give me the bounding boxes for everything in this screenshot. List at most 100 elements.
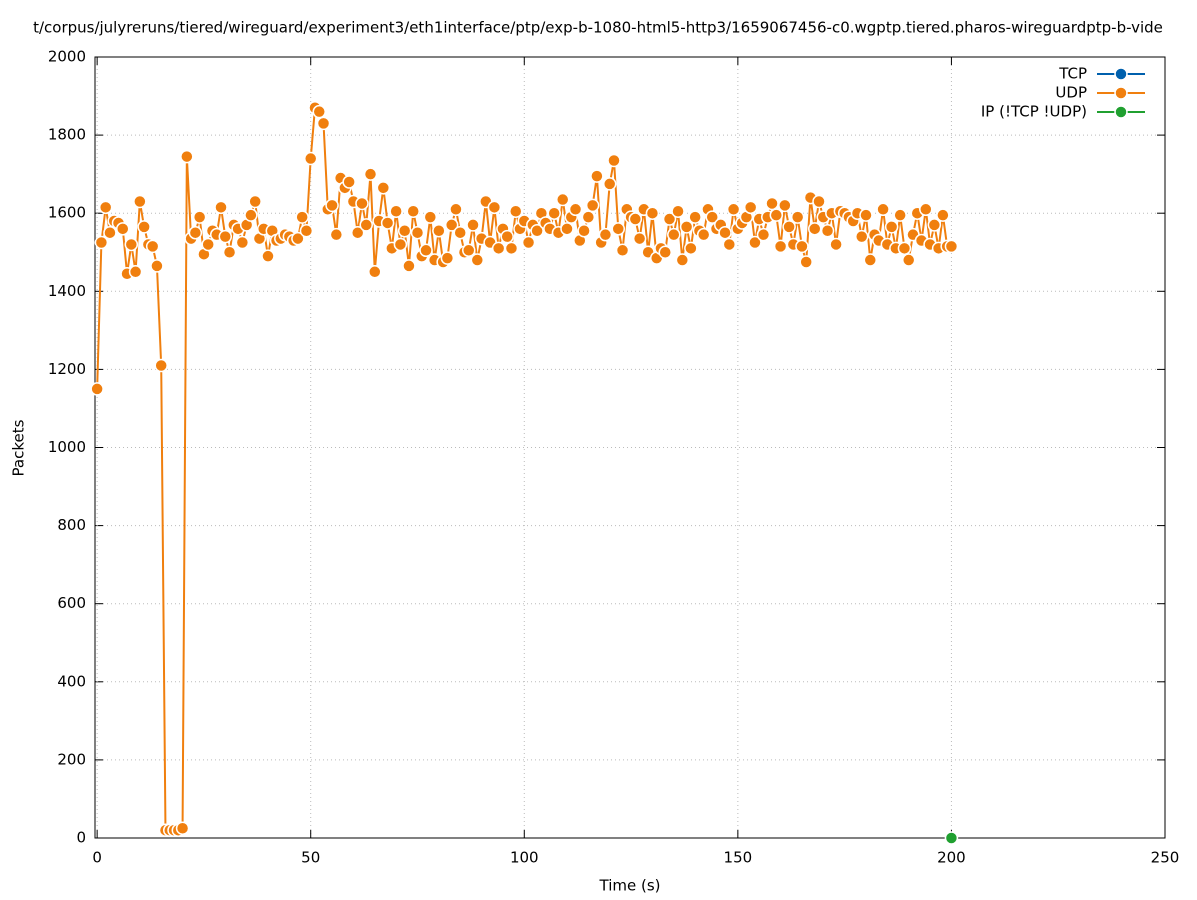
y-tick-label: 400: [57, 672, 86, 690]
data-point: [389, 204, 403, 218]
data-point: [376, 181, 391, 195]
y-tick-label: 1600: [48, 204, 86, 222]
data-point: [359, 218, 373, 232]
data-point: [765, 196, 779, 211]
data-point: [419, 243, 433, 258]
data-point: [590, 169, 604, 183]
data-point: [94, 235, 109, 250]
data-point: [944, 831, 959, 845]
data-point: [598, 227, 613, 242]
data-point: [504, 241, 519, 256]
data-point: [440, 251, 455, 265]
data-point: [444, 218, 459, 232]
data-point: [782, 220, 796, 234]
data-point: [581, 210, 596, 224]
data-point: [773, 239, 788, 254]
data-point: [743, 200, 758, 215]
data-point: [521, 235, 536, 250]
data-point: [368, 265, 382, 279]
data-point: [154, 358, 168, 373]
data-point: [103, 225, 117, 240]
data-point: [560, 222, 574, 236]
data-point: [893, 208, 907, 222]
data-point: [919, 202, 933, 217]
legend-label: UDP: [1055, 84, 1087, 102]
y-tick-label: 0: [76, 829, 86, 847]
data-point: [901, 253, 916, 267]
y-tick-label: 1400: [48, 282, 86, 300]
data-point: [133, 194, 147, 209]
data-point: [658, 245, 672, 259]
data-point: [90, 382, 104, 396]
data-point: [410, 225, 425, 240]
data-point: [350, 225, 365, 240]
data-point: [500, 229, 514, 244]
data-point: [854, 229, 869, 244]
data-point: [936, 208, 950, 222]
data-point: [201, 237, 215, 252]
legend-swatch: [1114, 86, 1128, 100]
data-point: [530, 224, 544, 238]
data-point: [799, 255, 813, 269]
data-point: [705, 210, 719, 224]
data-point: [432, 224, 446, 238]
data-point: [884, 220, 899, 234]
data-point: [944, 239, 959, 254]
data-point: [244, 208, 258, 222]
data-point: [380, 216, 395, 230]
data-point: [602, 177, 617, 191]
data-point: [611, 222, 626, 236]
data-point: [859, 208, 873, 222]
x-tick-label: 0: [92, 849, 102, 867]
data-point: [671, 204, 685, 218]
data-point: [98, 200, 113, 215]
legend-label: IP (!TCP !UDP): [981, 103, 1087, 121]
data-point: [423, 210, 438, 224]
data-point: [397, 224, 412, 238]
data-point: [218, 229, 233, 244]
data-point: [769, 208, 784, 222]
data-point: [124, 237, 139, 252]
data-point: [876, 202, 890, 217]
y-tick-label: 2000: [48, 48, 86, 66]
data-point: [795, 239, 809, 254]
data-point: [718, 225, 732, 240]
data-point: [508, 204, 523, 218]
data-point: [696, 227, 711, 242]
data-point: [615, 243, 630, 258]
data-point: [261, 249, 275, 263]
data-point: [756, 227, 771, 242]
data-point: [145, 239, 160, 254]
data-point: [722, 237, 737, 252]
data-point: [688, 210, 702, 224]
data-point: [192, 210, 207, 224]
data-point: [248, 194, 262, 209]
data-point: [116, 222, 130, 236]
data-point: [329, 227, 344, 242]
data-point: [180, 149, 194, 164]
data-point: [342, 175, 356, 189]
data-point: [175, 821, 190, 835]
y-tick-label: 1800: [48, 126, 86, 144]
data-point: [222, 245, 237, 259]
legend-label: TCP: [1058, 65, 1087, 83]
data-point: [863, 253, 878, 267]
data-point: [568, 202, 583, 217]
data-point: [679, 220, 694, 234]
data-point: [812, 194, 826, 209]
x-tick-label: 100: [510, 849, 539, 867]
data-point: [462, 243, 476, 258]
data-point: [188, 225, 203, 240]
data-point: [662, 212, 677, 226]
data-point: [547, 206, 561, 220]
data-point: [667, 227, 681, 242]
data-point: [137, 220, 151, 234]
data-point: [927, 218, 942, 232]
data-point: [316, 116, 331, 131]
data-point: [790, 210, 805, 224]
data-point: [807, 222, 822, 236]
data-point: [128, 265, 143, 279]
data-point: [312, 104, 327, 119]
data-point: [897, 241, 912, 256]
